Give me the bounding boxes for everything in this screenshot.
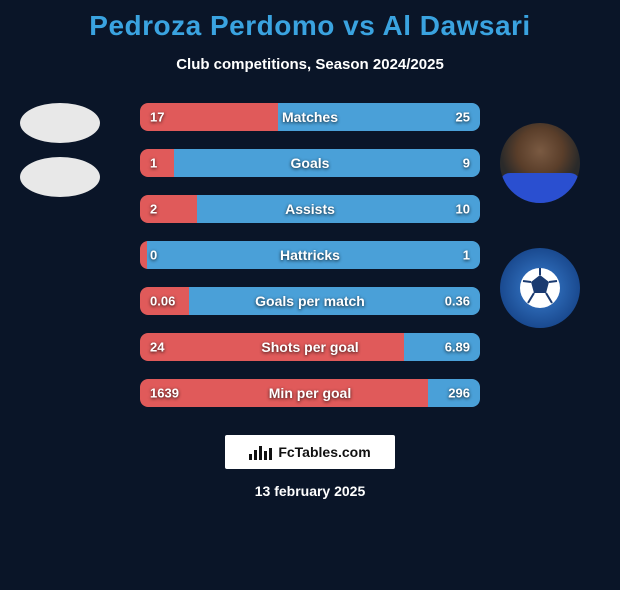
brand-badge: FcTables.com (225, 435, 395, 469)
stat-row: 0 Hattricks 1 (140, 241, 480, 269)
stat-bars: 17Matches251Goals92Assists100Hattricks10… (140, 103, 480, 407)
brand-bars-icon (249, 444, 272, 460)
stat-label: Min per goal (269, 385, 351, 401)
stat-row: 0.06 Goals per match 0.36 (140, 287, 480, 315)
left-club-logo (20, 157, 100, 197)
left-player-avatar (20, 103, 100, 143)
stat-value-left: 1639 (150, 386, 179, 401)
page-title: Pedroza Perdomo vs Al Dawsari (0, 10, 620, 42)
stat-value-right: 25 (456, 110, 470, 125)
stat-label: Goals (291, 155, 330, 171)
stat-row: 17 Matches 25 (140, 103, 480, 131)
stat-value-right: 6.89 (445, 340, 470, 355)
comparison-content: 17Matches251Goals92Assists100Hattricks10… (0, 103, 620, 407)
club-ball-icon (515, 263, 565, 313)
stat-label: Hattricks (280, 247, 340, 263)
stat-row: 24 Shots per goal 6.89 (140, 333, 480, 361)
stat-row: 1 Goals 9 (140, 149, 480, 177)
right-player-avatar (500, 123, 580, 203)
stat-label: Shots per goal (261, 339, 358, 355)
stat-value-left: 0.06 (150, 294, 175, 309)
stat-value-right: 10 (456, 202, 470, 217)
stat-value-left: 0 (150, 248, 157, 263)
stat-label: Assists (285, 201, 335, 217)
stat-value-left: 17 (150, 110, 164, 125)
stat-label: Matches (282, 109, 338, 125)
stat-value-left: 24 (150, 340, 164, 355)
stat-row: 2 Assists 10 (140, 195, 480, 223)
page-subtitle: Club competitions, Season 2024/2025 (0, 56, 620, 73)
stat-value-right: 9 (463, 156, 470, 171)
stat-value-left: 2 (150, 202, 157, 217)
stat-value-left: 1 (150, 156, 157, 171)
stat-label: Goals per match (255, 293, 365, 309)
stat-value-right: 296 (448, 386, 470, 401)
stat-value-right: 0.36 (445, 294, 470, 309)
stat-row: 1639 Min per goal 296 (140, 379, 480, 407)
stat-value-right: 1 (463, 248, 470, 263)
brand-text: FcTables.com (278, 444, 370, 460)
right-club-logo (500, 248, 580, 328)
footer-date: 13 february 2025 (0, 483, 620, 499)
